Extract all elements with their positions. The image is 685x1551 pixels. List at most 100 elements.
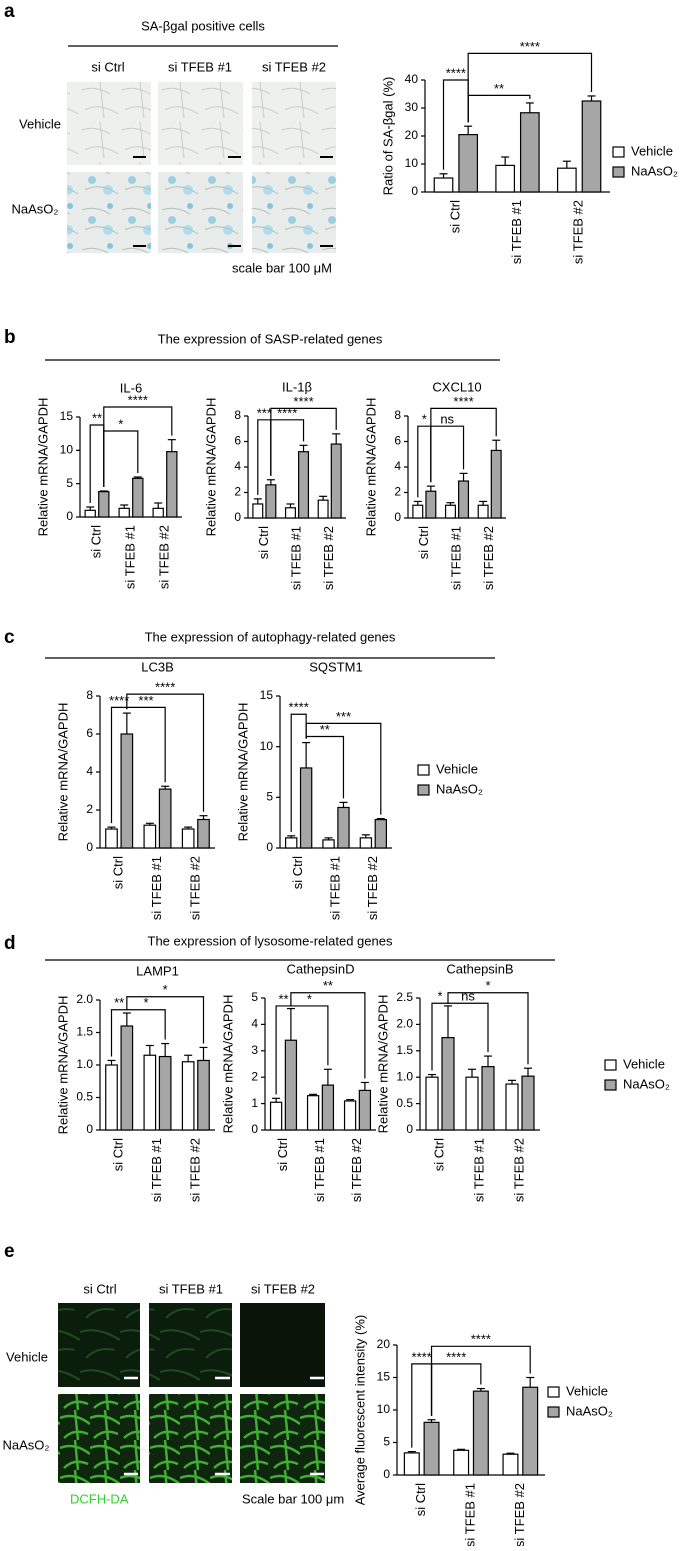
- bar: [374, 819, 388, 849]
- row-label: NaAsO₂: [12, 201, 59, 216]
- error-bar: [167, 439, 176, 452]
- error-bar: [161, 785, 170, 790]
- chart-title: CathepsinD: [287, 961, 355, 976]
- x-tick-label: si TFEB #1: [149, 856, 164, 920]
- error-bar: [459, 472, 468, 482]
- error-bar: [199, 1046, 208, 1061]
- error-bar: [426, 485, 435, 492]
- x-tick-label: si TFEB #1: [312, 1138, 327, 1202]
- x-tick-label: si Ctrl: [275, 1138, 290, 1171]
- bar: [98, 491, 110, 518]
- bar: [453, 1449, 470, 1476]
- error-bar: [361, 834, 370, 838]
- y-tick-label: 6: [234, 434, 241, 448]
- legend-swatch: [612, 166, 625, 178]
- y-tick-label: 2.0: [396, 1017, 413, 1031]
- y-tick-label: 4: [251, 1017, 258, 1031]
- micrograph: [58, 1394, 140, 1483]
- col-label: si Ctrl: [91, 59, 124, 74]
- bar: [132, 477, 144, 518]
- error-bar: [133, 476, 142, 479]
- col-label: si TFEB #2: [262, 59, 326, 74]
- heading: The expression of SASP-related genes: [158, 331, 383, 346]
- x-tick-label: si TFEB #1: [462, 1483, 477, 1546]
- micrograph: [240, 1303, 325, 1387]
- significance-bracket: [467, 52, 593, 123]
- significance-label: ***: [336, 709, 351, 724]
- significance-bracket: [305, 722, 382, 815]
- y-axis-label: Relative mRNA/GAPDH: [203, 398, 218, 537]
- error-bar: [476, 1387, 485, 1392]
- bar: [322, 839, 335, 849]
- bar-chart: 0 2 4 6 8 LC3B Relative mRNA/GAPDH si Ctrl si TF…: [55, 659, 215, 920]
- error-bar: [524, 1067, 532, 1077]
- x-tick-label: si TFEB #1: [471, 1138, 486, 1202]
- panel-e: e si Ctrl si TFEB #1 si TFEB #2 Vehicle …: [3, 1241, 345, 1506]
- significance-bracket: [290, 992, 366, 1079]
- bar: [358, 1089, 372, 1131]
- y-tick-label: 0: [411, 184, 418, 198]
- bar: [321, 1084, 335, 1131]
- legend-label: NaAsO₂: [623, 1076, 670, 1091]
- significance-label: ****: [446, 65, 466, 80]
- bar: [265, 484, 277, 519]
- y-tick-label: 8: [86, 688, 93, 702]
- x-tick-label: si Ctrl: [111, 1138, 126, 1171]
- heading: SA-βgal positive cells: [141, 18, 265, 33]
- bar: [522, 1386, 539, 1476]
- heading: The expression of lysosome-related genes: [148, 933, 393, 948]
- y-tick-label: 8: [394, 408, 401, 422]
- micrograph: [67, 82, 151, 165]
- significance-label: **: [92, 410, 102, 425]
- y-tick-label: 2: [394, 485, 401, 499]
- bar: [495, 164, 516, 193]
- significance-label: **: [323, 978, 333, 993]
- bar: [330, 443, 342, 519]
- significance-label: ****: [277, 405, 297, 420]
- panel-a: a SA-βgal positive cells si Ctrl si TFEB…: [4, 1, 338, 275]
- row-label: NaAsO₂: [3, 1437, 50, 1452]
- y-tick-label: 3: [251, 1043, 258, 1057]
- error-bar: [287, 835, 296, 838]
- x-tick-label: si TFEB #2: [321, 526, 336, 590]
- significance-bracket: [126, 693, 205, 812]
- y-tick-label: 1.0: [76, 1057, 93, 1071]
- error-bar: [525, 102, 534, 113]
- legend-swatch: [604, 1059, 617, 1071]
- significance-label: *: [422, 412, 427, 427]
- bar: [120, 1025, 134, 1131]
- x-tick-label: si Ctrl: [431, 1138, 446, 1171]
- bar-chart: 0 10 20 30 40 Ratio of SA-βgal (%) si Ctrl si T…: [380, 39, 678, 264]
- legend-label: Vehicle: [623, 1056, 665, 1071]
- micrograph: [149, 1394, 232, 1483]
- error-bar: [439, 173, 448, 178]
- bar: [423, 1421, 440, 1476]
- x-tick-label: si TFEB #1: [327, 856, 342, 920]
- x-tick-label: si TFEB #2: [511, 1138, 526, 1202]
- bar: [490, 449, 502, 519]
- bar: [521, 1075, 535, 1131]
- error-bar: [299, 444, 308, 452]
- y-tick-label: 5: [66, 476, 73, 490]
- y-tick-label: 0: [251, 1122, 258, 1136]
- y-axis-label: Relative mRNA/GAPDH: [363, 398, 378, 537]
- bar: [252, 503, 264, 519]
- error-bar: [286, 503, 295, 508]
- legend-swatch: [417, 764, 430, 776]
- error-bar: [107, 1059, 116, 1065]
- error-bar: [266, 479, 275, 485]
- error-bar: [376, 818, 385, 820]
- bar: [412, 504, 424, 519]
- scale-bars: [133, 156, 333, 247]
- y-tick-label: 10: [377, 1402, 391, 1416]
- x-tick-label: si TFEB #2: [365, 856, 380, 920]
- bar: [472, 1390, 489, 1476]
- bar-chart: 0 5 10 15 20 Average fluorescent intensity (%…: [352, 1315, 613, 1547]
- bar-chart: 0 1 2 3 4 5 CathepsinD Relative mRNA/GAPDH si Ct…: [220, 961, 376, 1202]
- y-tick-label: 2: [251, 1069, 258, 1083]
- bar: [166, 451, 178, 518]
- error-bar: [468, 1068, 476, 1078]
- row-label: Vehicle: [6, 1349, 48, 1364]
- x-tick-label: si TFEB #2: [156, 525, 171, 589]
- y-tick-label: 4: [86, 764, 93, 778]
